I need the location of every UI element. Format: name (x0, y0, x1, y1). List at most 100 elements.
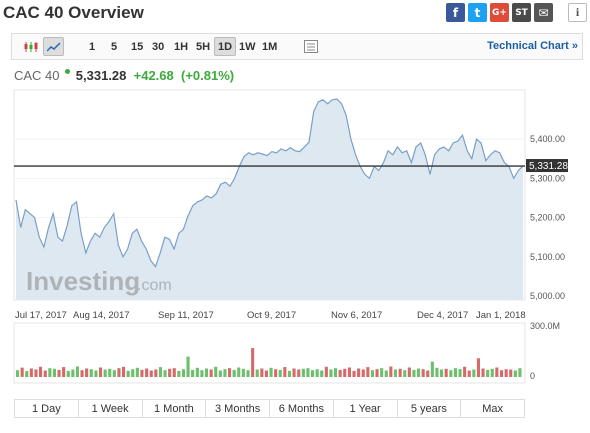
volume-bar (16, 370, 20, 377)
page-title: CAC 40 Overview (3, 3, 144, 22)
interval-1h[interactable]: 1H (174, 40, 189, 53)
volume-bar (62, 367, 66, 377)
volume-bar (334, 368, 338, 377)
price-change: +42.68 (133, 68, 174, 83)
interval-1w[interactable]: 1W (239, 40, 256, 53)
twitter-icon[interactable]: t (468, 3, 487, 22)
volume-bar (255, 369, 259, 377)
interval-5h[interactable]: 5H (196, 40, 211, 53)
volume-bar (85, 368, 89, 377)
stocktwits-icon[interactable]: ST (512, 3, 531, 22)
volume-bar (80, 370, 84, 377)
volume-bar (103, 369, 107, 377)
area-chart-icon[interactable] (43, 37, 64, 56)
interval-1d[interactable]: 1D (214, 37, 237, 56)
interval-1m[interactable]: 1M (262, 40, 278, 53)
price-line (15, 98, 524, 268)
range-1-month[interactable]: 1 Month (143, 400, 207, 417)
volume-bar (39, 366, 43, 377)
volume-bar (200, 370, 204, 377)
volume-bar (490, 368, 494, 377)
interval-1[interactable]: 1 (89, 40, 96, 53)
volume-bar (237, 367, 241, 377)
volume-bar (172, 368, 176, 377)
volume-bar (214, 366, 218, 377)
volume-bar (228, 368, 232, 377)
volume-bar (278, 369, 282, 377)
x-tick-label: Sep 11, 2017 (158, 310, 214, 321)
volume-bar (412, 369, 416, 377)
volume-bar (426, 370, 430, 377)
range-max[interactable]: Max (482, 402, 504, 415)
volume-bar (366, 367, 370, 377)
volume-bar (370, 370, 374, 377)
interval-5[interactable]: 5 (111, 40, 118, 53)
volume-bar (112, 370, 116, 377)
interval-30[interactable]: 30 (152, 40, 165, 53)
volume-bar (232, 369, 236, 377)
range-selector: 1 Day 1 Week 1 Month 3 Months 6 Months 1… (14, 399, 525, 418)
email-icon[interactable]: ✉ (534, 3, 553, 22)
volume-bar (251, 348, 255, 377)
range-6-months[interactable]: 6 Months (270, 400, 334, 417)
volume-bar (329, 369, 333, 377)
volume-bar (158, 367, 162, 377)
volume-bar (168, 368, 172, 377)
range-1-week[interactable]: 1 Week (79, 400, 143, 417)
volume-bar (195, 367, 199, 377)
volume-bar (140, 369, 144, 377)
volume-bar (57, 369, 61, 377)
volume-bar (48, 368, 52, 377)
volume-bar (177, 370, 181, 377)
chart-toolbar: 1 5 15 30 1H 5H 1D 1W 1M Technical Chart… (11, 33, 583, 60)
instrument-name: CAC 40 (14, 68, 60, 83)
range-1-year[interactable]: 1 Year (334, 400, 398, 417)
range-1-day[interactable]: 1 Day (15, 400, 79, 417)
current-price-tag (526, 159, 568, 173)
volume-bar (149, 370, 153, 377)
volume-bar (43, 370, 47, 377)
volume-bar (181, 369, 185, 377)
price-chart[interactable]: Investing .com 5,400.00 5,300.00 5,200.00 5… (0, 0, 590, 395)
range-3-months[interactable]: 3 Months (206, 400, 270, 417)
share-bar: f t G+ ST ✉ (446, 3, 553, 22)
candlestick-icon[interactable] (20, 37, 41, 56)
volume-bar (389, 366, 393, 377)
volume-bar (417, 368, 421, 377)
volume-bar (135, 367, 139, 377)
volume-bar (52, 368, 56, 377)
volume-bar (71, 369, 75, 377)
volume-bar (495, 367, 499, 377)
volume-bar (361, 369, 365, 377)
facebook-icon[interactable]: f (446, 3, 465, 22)
technical-chart-link[interactable]: Technical Chart » (487, 40, 578, 52)
y-tick-label: 5,200.00 (530, 213, 565, 223)
volume-bar (25, 371, 29, 378)
volume-bar (246, 370, 250, 377)
current-price-label: 5,331.28 (529, 161, 568, 172)
volume-bar (435, 367, 439, 377)
volume-bar (476, 358, 480, 377)
volume-bar (292, 368, 296, 377)
volume-bar (440, 369, 444, 377)
info-icon[interactable]: i (568, 3, 587, 22)
indicators-icon[interactable] (300, 37, 321, 56)
range-5-years[interactable]: 5 years (398, 400, 462, 417)
volume-bar (513, 370, 517, 377)
volume-bar (269, 367, 273, 377)
volume-bar (472, 369, 476, 377)
volume-bar (481, 368, 485, 377)
volume-bar (357, 368, 361, 377)
last-price: 5,331.28 (75, 68, 127, 83)
volume-bar (283, 367, 287, 377)
volume-bar (384, 370, 388, 377)
volume-bar (34, 369, 38, 377)
volume-bar (509, 369, 513, 377)
interval-15[interactable]: 15 (131, 40, 144, 53)
volume-bar (380, 368, 384, 377)
watermark-suffix: .com (137, 277, 172, 294)
volume-bar (458, 369, 462, 377)
volume-bar (218, 370, 222, 377)
google-plus-icon[interactable]: G+ (490, 3, 509, 22)
volume-bar (301, 368, 305, 377)
